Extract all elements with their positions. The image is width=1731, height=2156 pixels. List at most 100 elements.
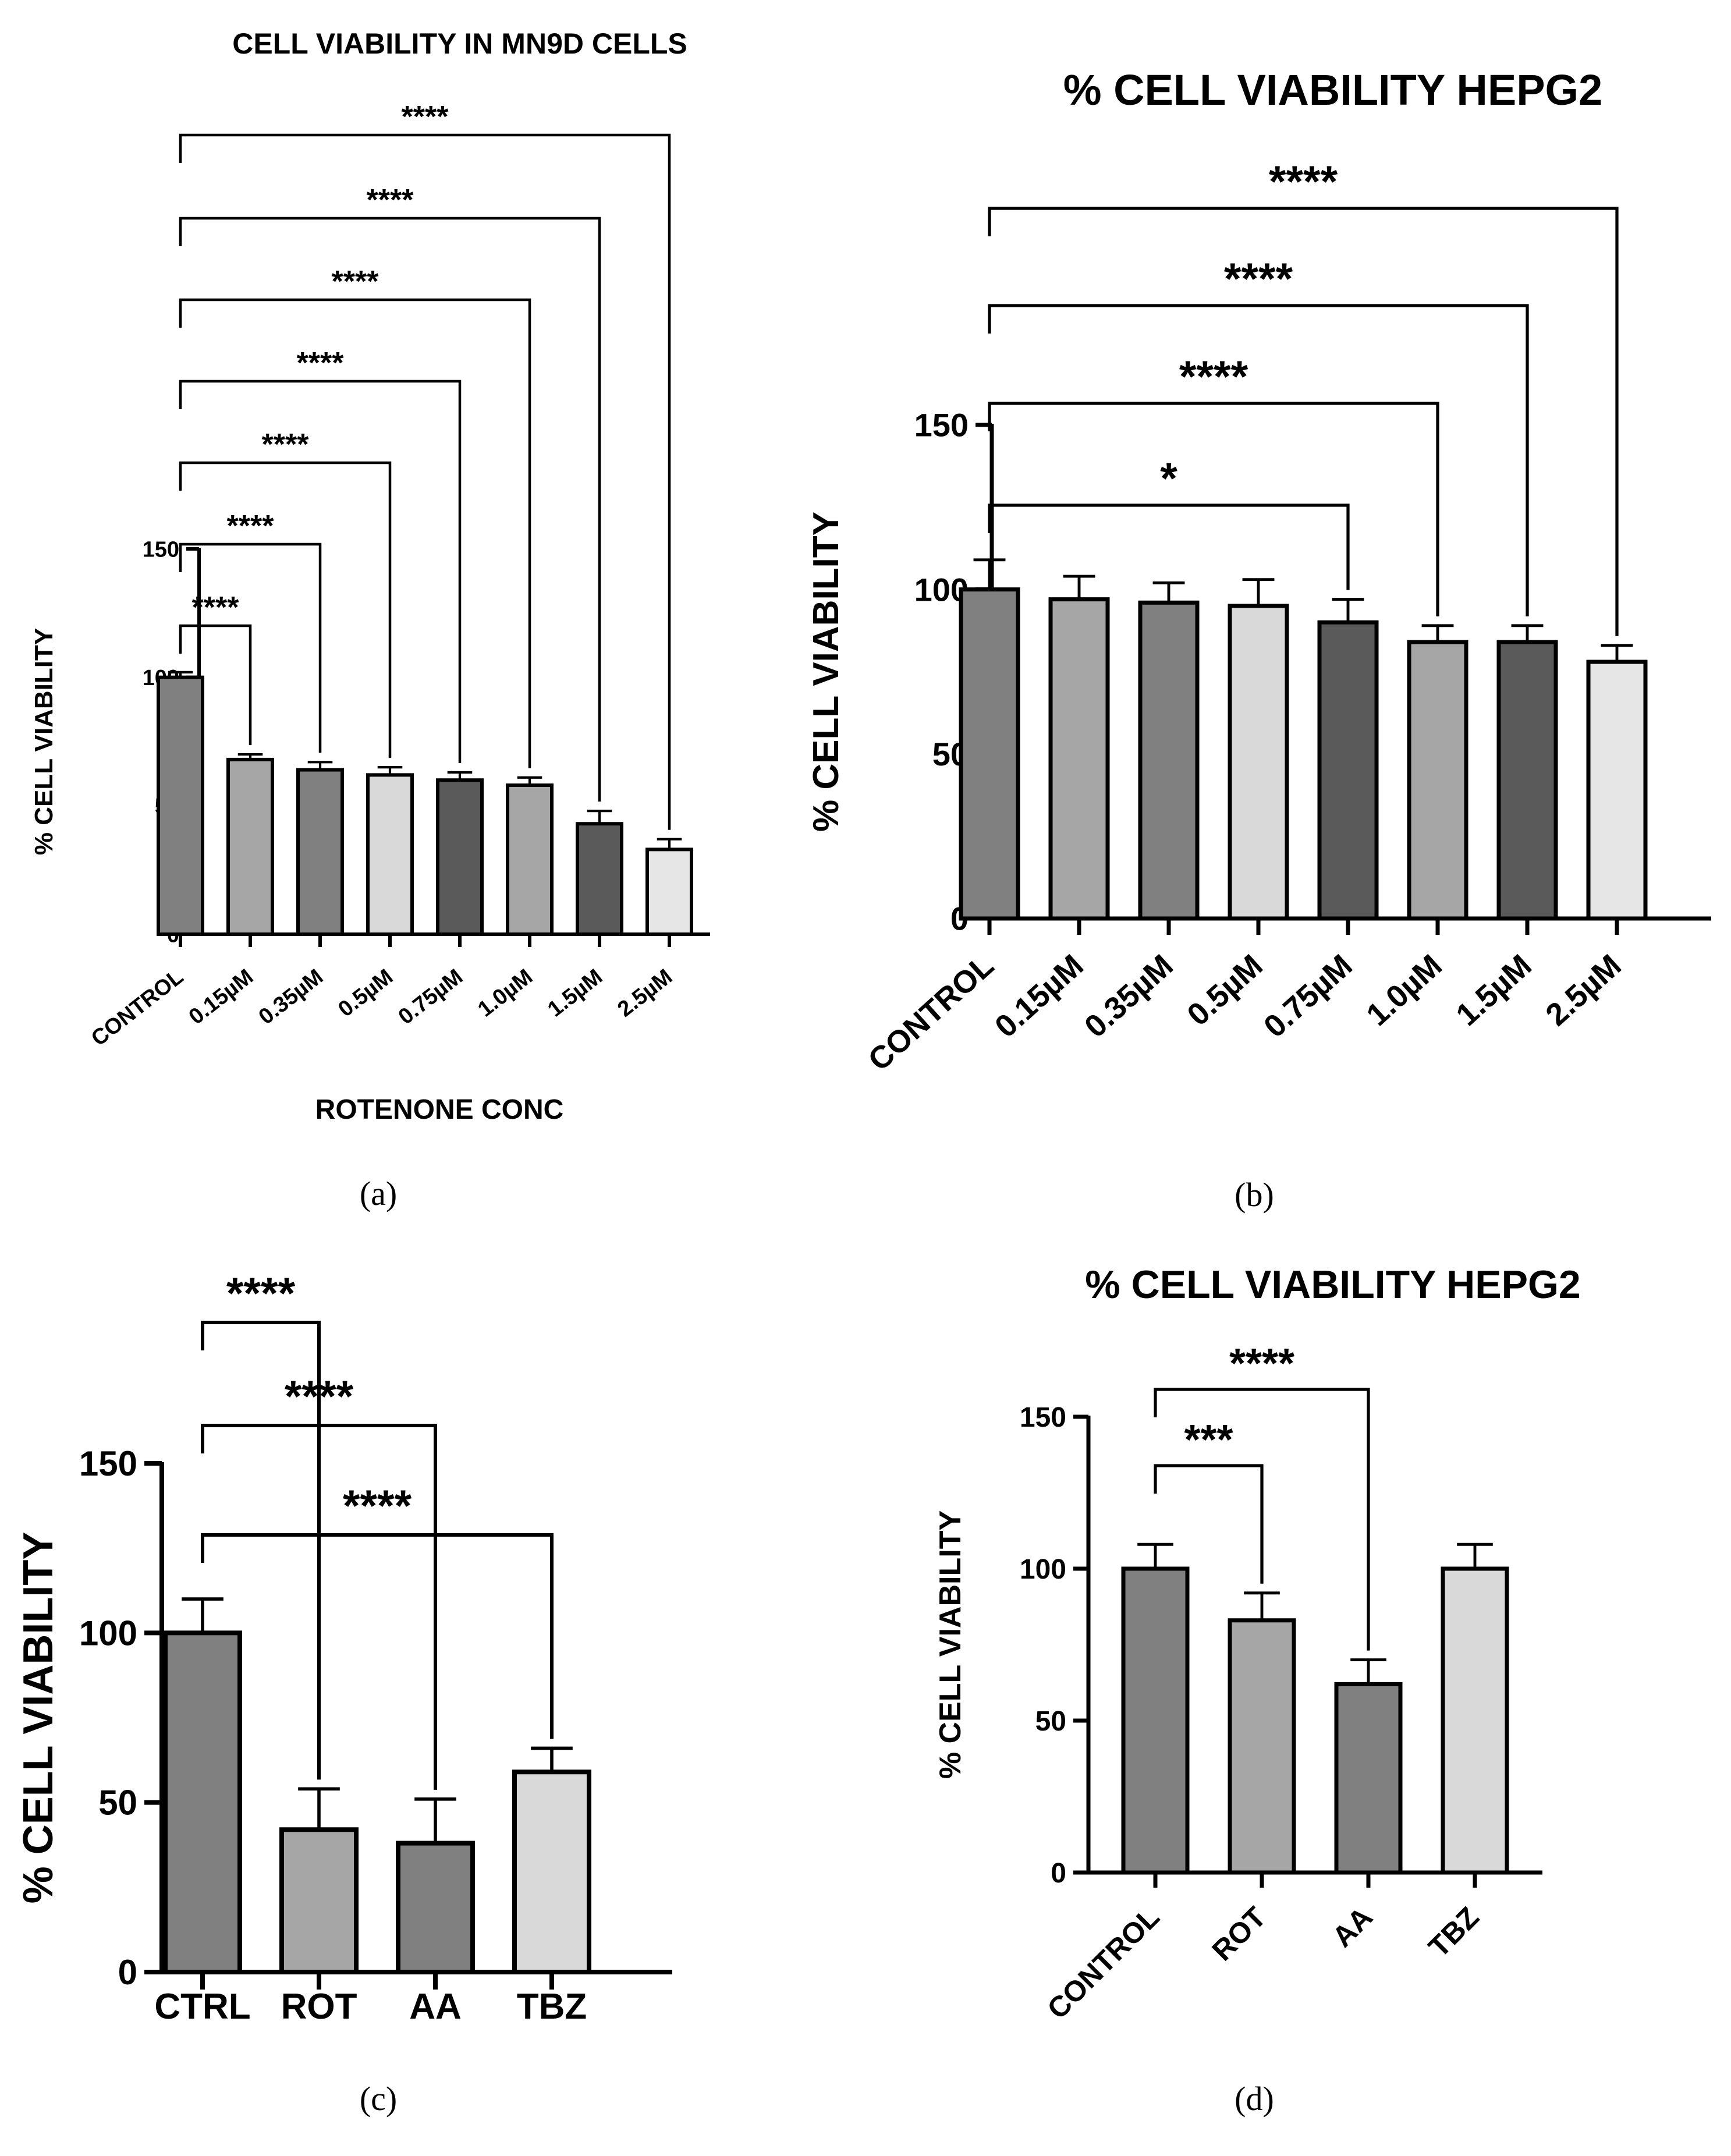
significance-label: ****	[297, 346, 345, 380]
bar-0	[163, 1630, 242, 1974]
bar-0	[1121, 1566, 1190, 1875]
y-tick-label: 150	[1020, 1402, 1066, 1433]
bar-1	[226, 757, 274, 936]
category-label: AA	[1326, 1900, 1379, 1953]
bar-1	[1228, 1618, 1296, 1875]
panel-b: 050100150CONTROL0.15µM0.35µM0.5µM0.75µM1…	[806, 66, 1711, 1214]
significance-bracket	[179, 624, 252, 746]
category-label: TBZ	[517, 1987, 587, 2027]
significance-label: ****	[226, 1269, 296, 1318]
category-label: 1.5µM	[1449, 948, 1538, 1033]
y-tick-label: 50	[98, 1783, 137, 1822]
y-tick-label: 150	[79, 1444, 137, 1483]
category-label: AA	[409, 1987, 462, 2027]
x-axis-label: ROTENONE CONC	[315, 1094, 564, 1125]
bar-3	[1228, 604, 1289, 921]
panel-caption: (c)	[360, 2080, 397, 2118]
bar-0	[157, 675, 204, 936]
chart-title: % CELL VIABILITY HEPG2	[1063, 66, 1603, 114]
significance-label: ****	[262, 428, 310, 462]
category-label: CONTROL	[861, 948, 1001, 1077]
category-label: 0.35µM	[1078, 948, 1180, 1044]
significance-label: ****	[402, 100, 449, 134]
significance-bracket	[988, 304, 1529, 616]
significance-bracket	[179, 298, 531, 768]
bar-2	[1334, 1682, 1403, 1875]
category-label: 0.5µM	[334, 964, 398, 1022]
significance-label: ***	[1184, 1417, 1233, 1463]
category-label: ROT	[281, 1987, 357, 2027]
bar-3	[512, 1770, 591, 1974]
significance-bracket	[179, 380, 462, 763]
bar-6	[1496, 640, 1558, 921]
y-tick-label: 150	[914, 407, 969, 444]
panel-caption: (d)	[1235, 2080, 1274, 2118]
significance-label: ****	[332, 265, 379, 299]
bar-1	[1048, 597, 1110, 921]
y-tick-label: 100	[79, 1614, 137, 1653]
category-label: 0.75µM	[1257, 948, 1359, 1044]
category-label: 1.0µM	[473, 964, 537, 1022]
significance-bracket	[179, 133, 671, 830]
category-label: 2.5µM	[1539, 948, 1627, 1033]
category-label: CTRL	[154, 1987, 250, 2027]
bar-2	[296, 768, 344, 936]
y-axis-label: % CELL VIABILITY	[30, 628, 58, 855]
y-axis-label: % CELL VIABILITY	[806, 512, 846, 832]
bar-5	[1407, 640, 1468, 921]
bar-1	[279, 1827, 359, 1975]
category-label: 1.5µM	[543, 964, 607, 1022]
category-label: TBZ	[1422, 1900, 1485, 1963]
significance-label: ****	[192, 591, 240, 625]
significance-label: ****	[285, 1372, 354, 1421]
y-axis-label: % CELL VIABILITY	[15, 1532, 62, 1904]
bar-0	[959, 587, 1020, 921]
bar-3	[1441, 1566, 1509, 1875]
bar-4	[436, 778, 484, 936]
chart-title: % CELL VIABILITY HEPG2	[1085, 1263, 1580, 1307]
category-label: 2.5µM	[613, 964, 677, 1022]
significance-bracket	[201, 1424, 437, 1790]
category-label: CONTROL	[1041, 1900, 1165, 2025]
significance-label: ****	[1224, 254, 1293, 304]
y-tick-label: 0	[1051, 1858, 1066, 1889]
significance-label: ****	[367, 183, 414, 217]
significance-label: ****	[343, 1481, 412, 1531]
significance-bracket	[201, 1321, 321, 1780]
category-label: 0.75µM	[394, 964, 467, 1030]
category-label: 0.35µM	[254, 964, 328, 1030]
bar-7	[1586, 659, 1648, 921]
significance-label: ****	[1269, 157, 1338, 207]
bar-6	[576, 822, 623, 937]
panel-caption: (a)	[360, 1175, 397, 1212]
significance-label: ****	[1229, 1341, 1294, 1387]
category-label: 0.15µM	[185, 964, 258, 1030]
y-tick-label: 150	[143, 537, 179, 562]
panel-a: 050100150CONTROL0.15µM0.35µM0.5µM0.75µM1…	[30, 27, 710, 1212]
significance-bracket	[179, 461, 392, 758]
significance-bracket	[179, 217, 601, 802]
panel-caption: (b)	[1235, 1176, 1274, 1214]
significance-bracket	[1154, 1464, 1264, 1584]
y-tick-label: 50	[1035, 1706, 1066, 1737]
significance-bracket	[988, 402, 1439, 616]
significance-label: ****	[1179, 352, 1248, 402]
category-label: ROT	[1206, 1900, 1272, 1967]
significance-bracket	[201, 1533, 554, 1739]
category-label: 0.15µM	[988, 948, 1090, 1044]
bar-5	[506, 783, 554, 936]
significance-bracket	[179, 542, 322, 753]
y-tick-label: 100	[1020, 1554, 1066, 1585]
significance-bracket	[1154, 1388, 1370, 1651]
significance-bracket	[988, 207, 1619, 636]
bar-4	[1317, 620, 1379, 921]
panel-c: 0 50 100 150 CTRL ROT AA TBZ **** **** **** % CELL …	[15, 1269, 672, 2118]
chart-title: CELL VIABILITY IN MN9D CELLS	[232, 27, 687, 60]
significance-label: *	[1160, 454, 1177, 503]
bar-2	[396, 1841, 475, 1974]
y-axis-label: % CELL VIABILITY	[934, 1510, 967, 1779]
bar-7	[645, 847, 693, 936]
significance-bracket	[988, 503, 1350, 590]
